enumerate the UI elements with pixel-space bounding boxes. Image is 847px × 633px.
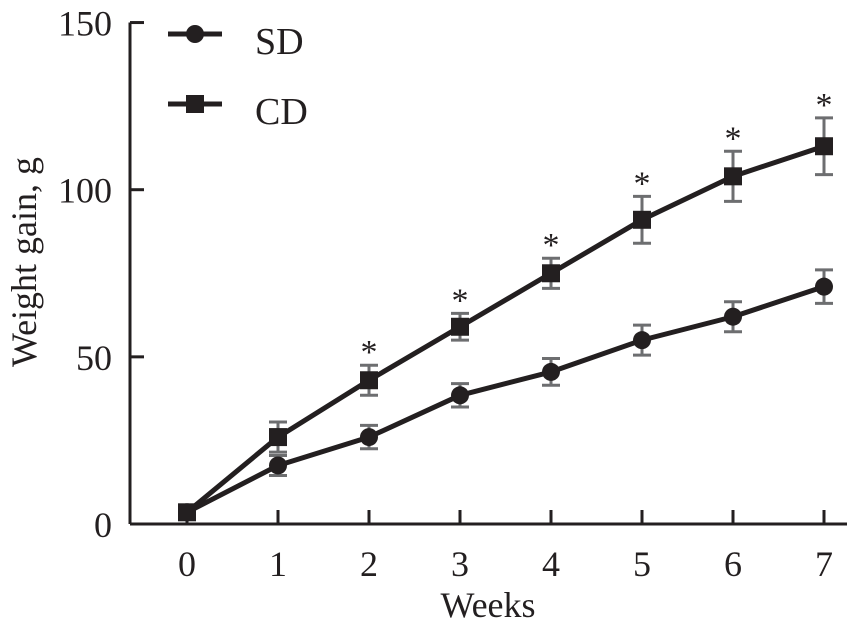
data-point — [451, 317, 469, 336]
axes: 0 50 100 150 0 1 2 3 4 5 6 7 — [58, 4, 847, 584]
y-tick-label: 150 — [58, 4, 112, 44]
data-point — [269, 428, 287, 447]
y-axis-title: Weight gain, g — [4, 157, 44, 367]
significance-marker: * — [725, 120, 742, 157]
data-point — [815, 137, 833, 156]
x-tick-label: 2 — [360, 544, 378, 584]
x-tick-label: 3 — [451, 544, 469, 584]
y-tick-label: 0 — [94, 505, 112, 545]
data-point — [633, 210, 651, 229]
x-axis-title: Weeks — [440, 585, 535, 625]
series-cd — [178, 116, 833, 522]
legend-marker — [186, 95, 204, 113]
data-point — [269, 456, 287, 475]
data-point — [633, 331, 651, 350]
legend-label: CD — [255, 91, 308, 133]
legend-item-sd: SD — [168, 21, 304, 63]
data-point — [178, 503, 196, 522]
series-sd — [178, 268, 833, 522]
significance-marker: * — [452, 282, 469, 319]
data-point — [360, 428, 378, 447]
x-tick-label: 5 — [633, 544, 651, 584]
legend-marker — [186, 25, 204, 43]
y-tick-label: 100 — [58, 171, 112, 211]
x-tick-label: 4 — [542, 544, 560, 584]
legend: SD CD — [168, 21, 308, 133]
series-line — [185, 284, 825, 515]
data-point — [451, 386, 469, 405]
significance-marker: * — [361, 334, 378, 371]
legend-label: SD — [255, 21, 304, 63]
data-point — [542, 362, 560, 381]
data-point — [360, 371, 378, 390]
significance-marker: * — [634, 165, 651, 202]
legend-item-cd: CD — [168, 91, 308, 133]
data-point — [724, 167, 742, 186]
y-tick-label: 50 — [76, 338, 112, 378]
plot-marks: * * * * * * — [178, 87, 833, 522]
data-point — [724, 307, 742, 326]
series-line — [185, 143, 825, 515]
significance-marker: * — [543, 227, 560, 264]
data-point — [815, 277, 833, 296]
data-point — [542, 264, 560, 283]
x-tick-label: 0 — [178, 544, 196, 584]
x-tick-label: 7 — [815, 544, 833, 584]
x-tick-label: 1 — [269, 544, 287, 584]
x-tick-label: 6 — [724, 544, 742, 584]
significance-marker: * — [816, 87, 833, 124]
